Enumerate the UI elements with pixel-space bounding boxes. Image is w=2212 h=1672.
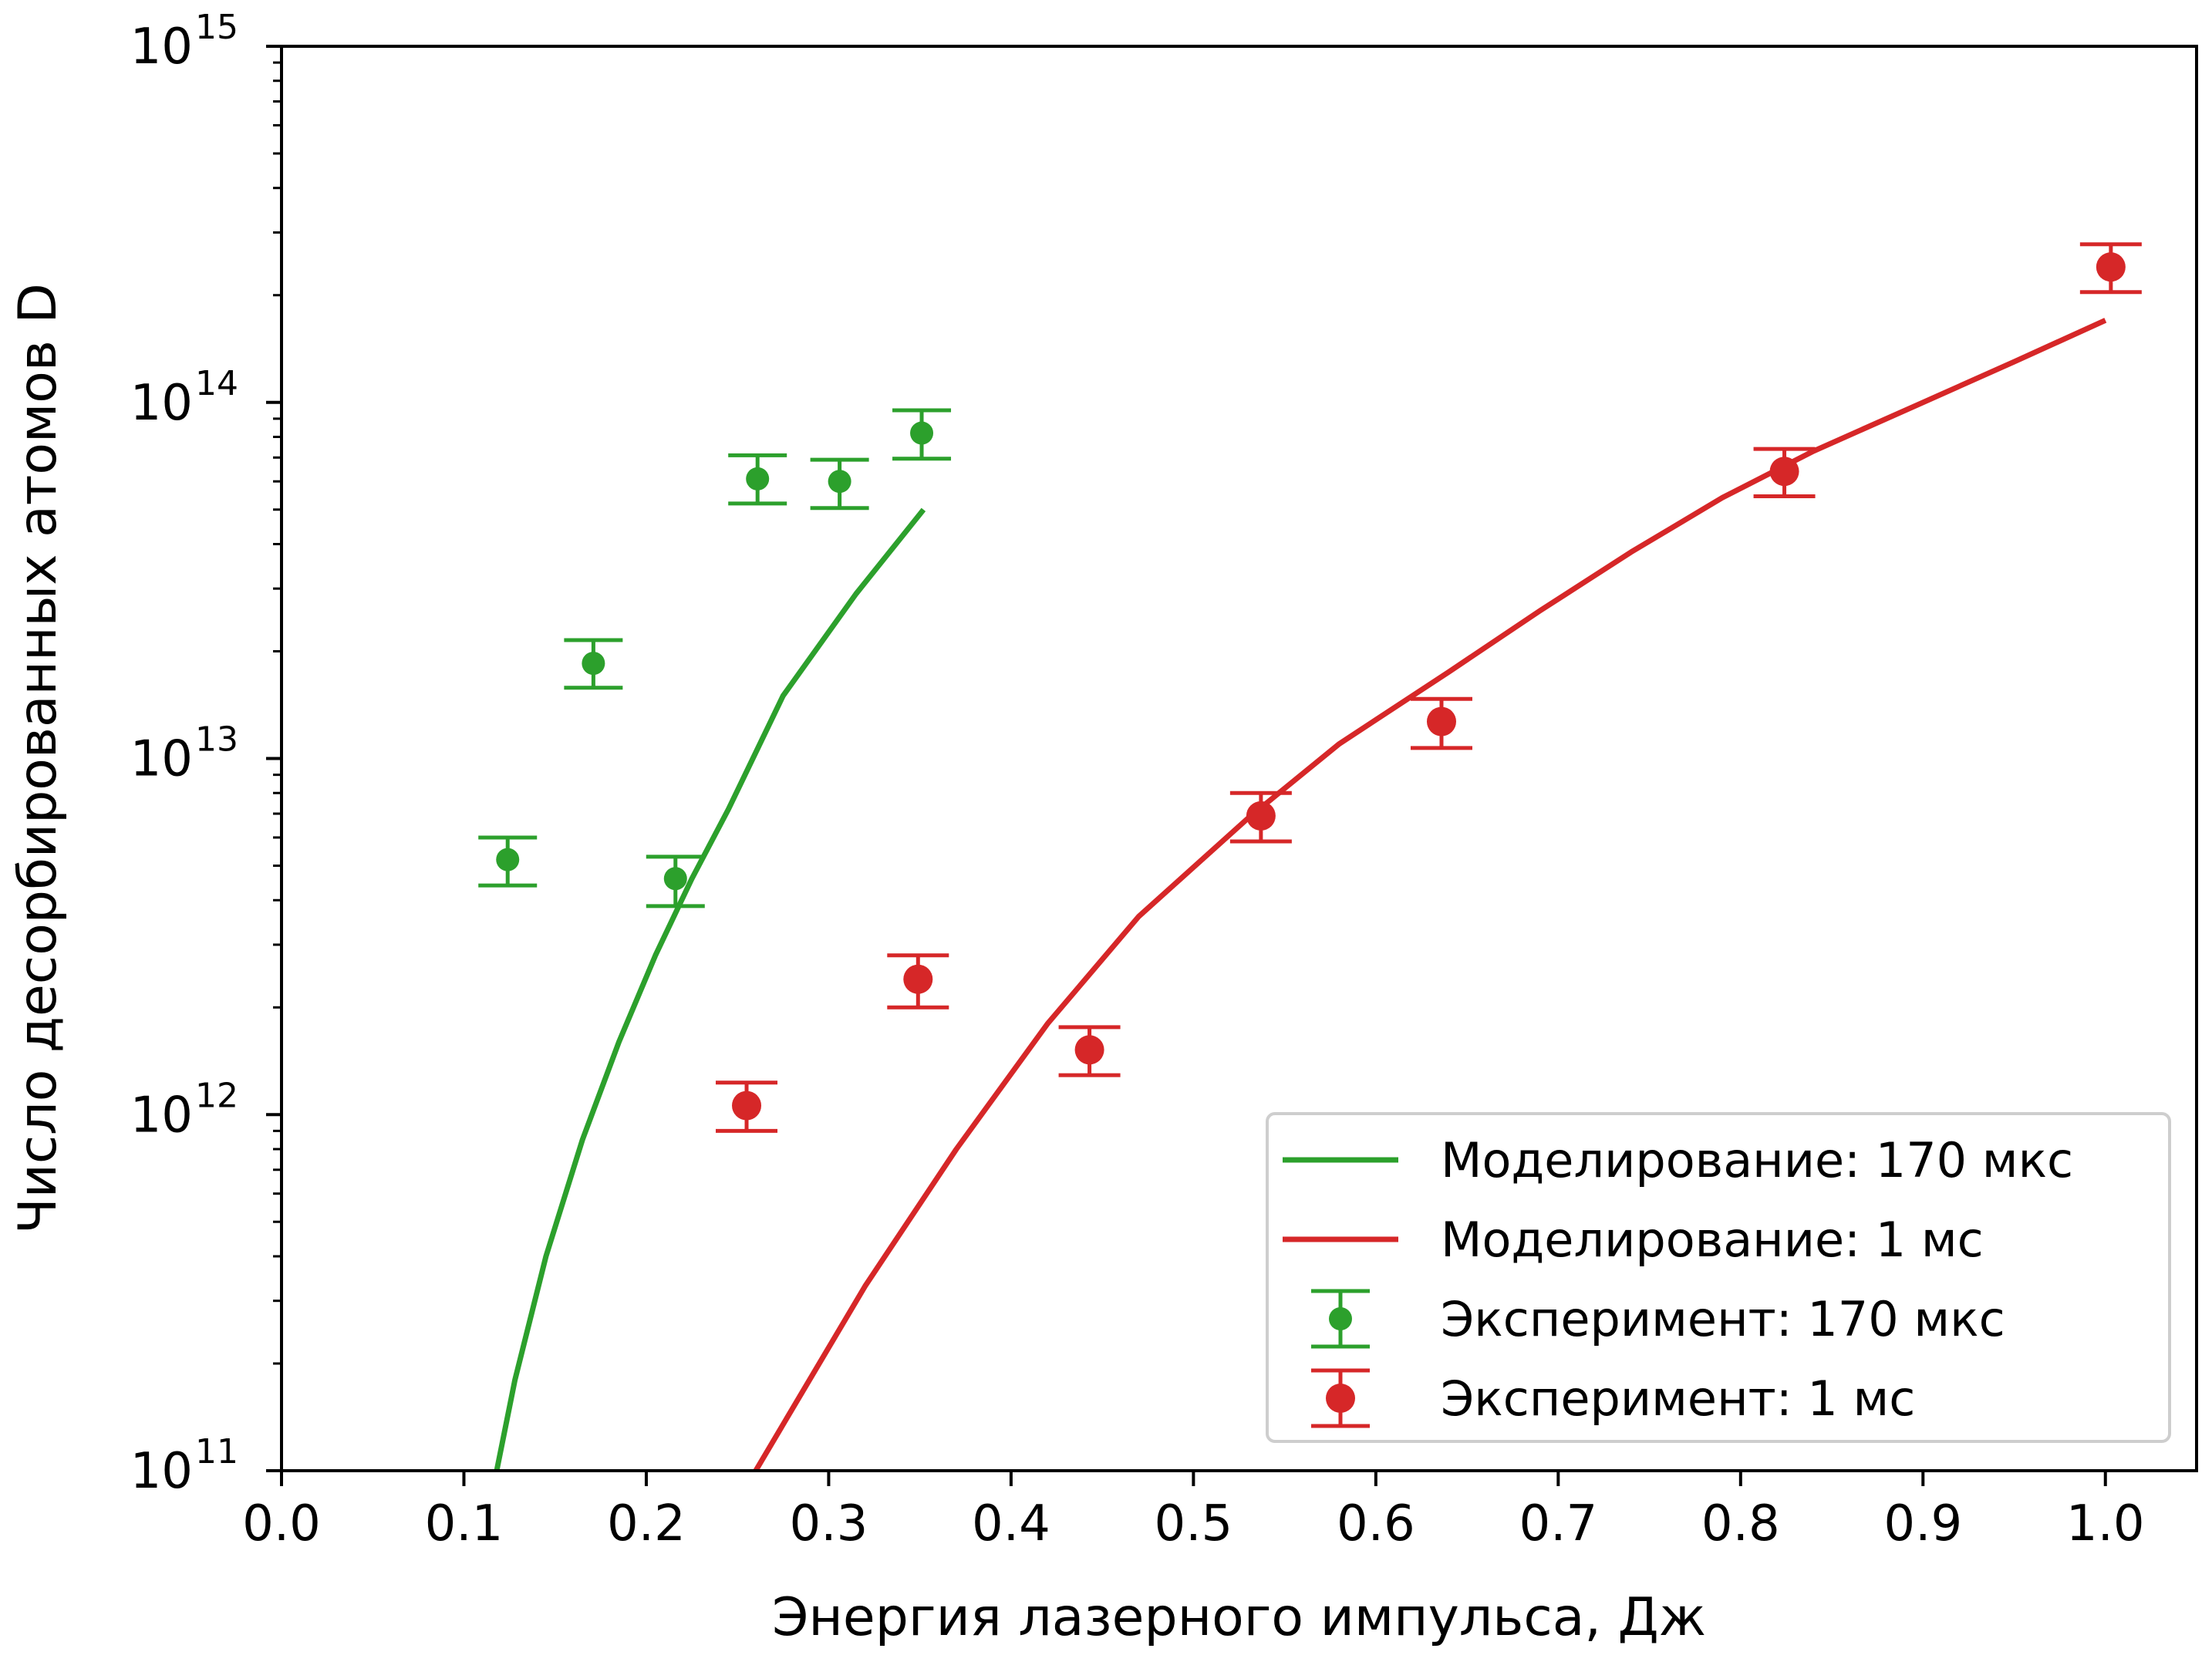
x-tick-label: 0.4: [972, 1495, 1050, 1552]
data-point: [2096, 252, 2126, 282]
y-tick-label: 10: [130, 1443, 193, 1500]
data-point: [582, 652, 605, 676]
data-point: [1426, 706, 1456, 737]
series-line-0: [494, 507, 926, 1471]
legend-label: Эксперимент: 170 мкс: [1441, 1291, 2005, 1347]
data-point: [828, 470, 851, 494]
x-tick-label: 0.7: [1519, 1495, 1597, 1552]
legend: Моделирование: 170 мкс Моделирование: 1 м…: [1266, 1112, 2171, 1443]
x-axis-title: Энергия лазерного импульса, Дж: [772, 1587, 1706, 1648]
y-tick-exponent: 15: [195, 8, 238, 47]
x-tick-label: 0.0: [242, 1495, 321, 1552]
y-tick-exponent: 11: [195, 1432, 238, 1471]
legend-swatch-marker: [1326, 1384, 1355, 1413]
x-tick-label: 0.2: [607, 1495, 686, 1552]
data-point: [910, 421, 934, 445]
x-tick-label: 0.5: [1154, 1495, 1232, 1552]
y-tick-exponent: 13: [195, 720, 238, 760]
x-tick-label: 0.1: [425, 1495, 504, 1552]
series-line-1: [753, 318, 2107, 1471]
data-point: [663, 867, 687, 891]
legend-swatch-marker: [1329, 1307, 1352, 1330]
y-tick-exponent: 14: [195, 364, 238, 403]
series-layer: [478, 242, 2142, 1471]
x-axis-ticks: 0.0 0.1 0.2 0.3 0.4 0.5 0.6 0.7 0.8 0.9 1.0: [242, 1471, 2145, 1552]
y-tick-exponent: 12: [195, 1076, 238, 1115]
data-point: [1769, 457, 1799, 487]
data-point: [732, 1091, 762, 1121]
y-axis-title: Число десорбированных атомов D: [8, 283, 69, 1234]
x-tick-label: 0.9: [1883, 1495, 1962, 1552]
data-point: [496, 848, 520, 871]
x-tick-label: 1.0: [2066, 1495, 2145, 1552]
legend-label: Моделирование: 1 мс: [1441, 1212, 1984, 1268]
data-point: [903, 964, 933, 994]
data-point: [1246, 801, 1276, 831]
data-point: [1074, 1035, 1104, 1065]
y-tick-label: 10: [130, 375, 193, 432]
y-tick-label: 10: [130, 19, 193, 76]
legend-label: Эксперимент: 1 мс: [1441, 1370, 1915, 1427]
y-tick-label: 10: [130, 1087, 193, 1144]
x-tick-label: 0.3: [790, 1495, 868, 1552]
x-tick-label: 0.8: [1701, 1495, 1780, 1552]
legend-box: [1266, 1112, 2171, 1443]
legend-label: Моделирование: 170 мкс: [1441, 1132, 2073, 1188]
data-point: [746, 467, 770, 490]
x-tick-label: 0.6: [1337, 1495, 1415, 1552]
y-tick-label: 10: [130, 731, 193, 788]
